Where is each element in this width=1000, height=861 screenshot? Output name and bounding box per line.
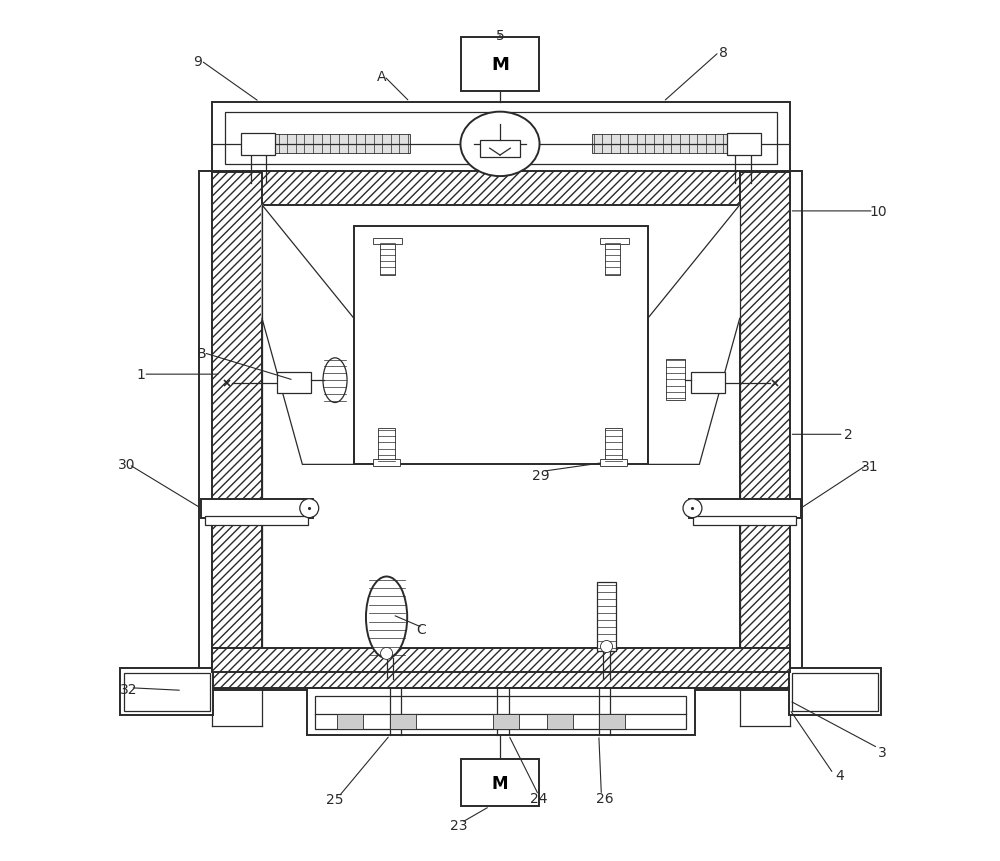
Text: 9: 9 xyxy=(193,54,202,69)
Bar xyxy=(373,460,400,467)
Text: 10: 10 xyxy=(869,205,887,219)
Text: M: M xyxy=(492,774,508,792)
Bar xyxy=(600,238,629,245)
Text: 4: 4 xyxy=(835,769,844,783)
Bar xyxy=(605,242,620,276)
Bar xyxy=(461,759,539,807)
Bar xyxy=(666,359,685,400)
Text: M: M xyxy=(491,56,509,74)
Polygon shape xyxy=(648,206,740,465)
Bar xyxy=(337,714,363,729)
Bar xyxy=(212,648,790,672)
Bar xyxy=(380,242,395,276)
Text: C: C xyxy=(416,623,426,636)
Text: 3: 3 xyxy=(878,746,887,759)
Bar xyxy=(605,429,622,463)
Bar xyxy=(212,173,262,688)
Text: 25: 25 xyxy=(326,792,344,807)
Circle shape xyxy=(601,641,613,653)
Text: 31: 31 xyxy=(861,460,878,474)
Polygon shape xyxy=(262,206,354,465)
Bar xyxy=(354,226,648,465)
Bar xyxy=(461,38,539,91)
Bar xyxy=(792,673,878,711)
Bar xyxy=(277,372,311,393)
Bar xyxy=(241,133,275,156)
Bar xyxy=(205,517,308,525)
Bar xyxy=(727,133,761,156)
Text: 2: 2 xyxy=(844,428,852,442)
Ellipse shape xyxy=(323,358,347,403)
Ellipse shape xyxy=(460,113,540,177)
Bar xyxy=(689,499,801,518)
Text: 23: 23 xyxy=(450,818,468,833)
Bar xyxy=(307,688,695,735)
Bar xyxy=(789,668,881,715)
Text: 24: 24 xyxy=(530,791,547,805)
Text: 32: 32 xyxy=(120,683,138,697)
Bar xyxy=(199,171,802,691)
Bar xyxy=(212,662,790,688)
Bar xyxy=(493,714,519,729)
Text: A: A xyxy=(377,70,386,84)
Bar xyxy=(597,582,616,651)
Bar xyxy=(547,714,573,729)
Bar xyxy=(373,238,402,245)
Bar xyxy=(390,714,416,729)
Ellipse shape xyxy=(366,577,407,659)
Text: 30: 30 xyxy=(117,458,135,472)
Circle shape xyxy=(381,647,393,660)
Bar xyxy=(124,673,210,711)
Text: 29: 29 xyxy=(532,468,550,482)
Text: 1: 1 xyxy=(136,368,145,381)
Bar xyxy=(225,113,777,164)
Bar xyxy=(315,697,686,729)
Bar xyxy=(212,102,790,173)
Text: 5: 5 xyxy=(496,28,504,43)
Text: 8: 8 xyxy=(719,46,728,60)
Circle shape xyxy=(683,499,702,518)
Bar xyxy=(592,135,759,154)
Bar xyxy=(201,499,313,518)
Bar xyxy=(740,173,790,688)
Bar xyxy=(120,668,213,715)
Text: B: B xyxy=(196,346,206,360)
Bar xyxy=(480,140,520,158)
Circle shape xyxy=(300,499,319,518)
Bar xyxy=(242,135,410,154)
Text: 26: 26 xyxy=(596,791,614,805)
Bar xyxy=(691,372,725,393)
Bar xyxy=(599,714,625,729)
Bar xyxy=(693,517,796,525)
Bar xyxy=(212,171,790,206)
Bar xyxy=(378,429,395,463)
Bar xyxy=(600,460,627,467)
